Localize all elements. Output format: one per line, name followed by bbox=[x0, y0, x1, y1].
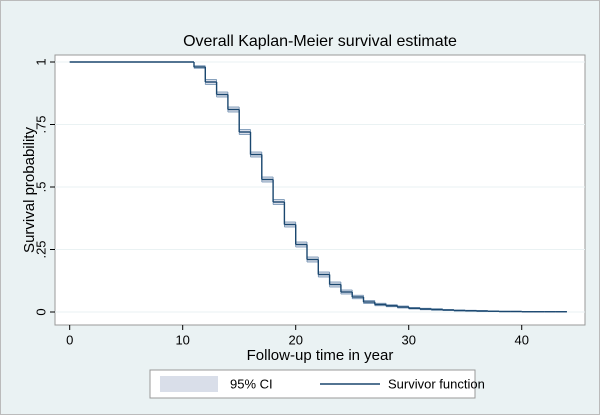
y-tick-label: 1 bbox=[33, 58, 48, 65]
legend-label: 95% CI bbox=[230, 376, 273, 391]
x-tick-label: 0 bbox=[66, 332, 73, 347]
y-axis-label: Survival probability bbox=[21, 127, 38, 253]
y-tick-label: .75 bbox=[33, 115, 48, 133]
y-tick-label: .25 bbox=[33, 240, 48, 258]
legend-label: Survivor function bbox=[388, 376, 485, 391]
x-tick-label: 10 bbox=[175, 332, 189, 347]
plot-area bbox=[54, 54, 586, 326]
y-tick-label: .5 bbox=[33, 182, 48, 193]
x-tick-label: 40 bbox=[514, 332, 528, 347]
chart-title: Overall Kaplan-Meier survival estimate bbox=[183, 33, 457, 50]
x-tick-label: 30 bbox=[401, 332, 415, 347]
y-tick-label: 0 bbox=[33, 308, 48, 315]
x-tick-label: 20 bbox=[288, 332, 302, 347]
legend-swatch bbox=[160, 376, 218, 392]
x-axis-label: Follow-up time in year bbox=[247, 347, 394, 364]
